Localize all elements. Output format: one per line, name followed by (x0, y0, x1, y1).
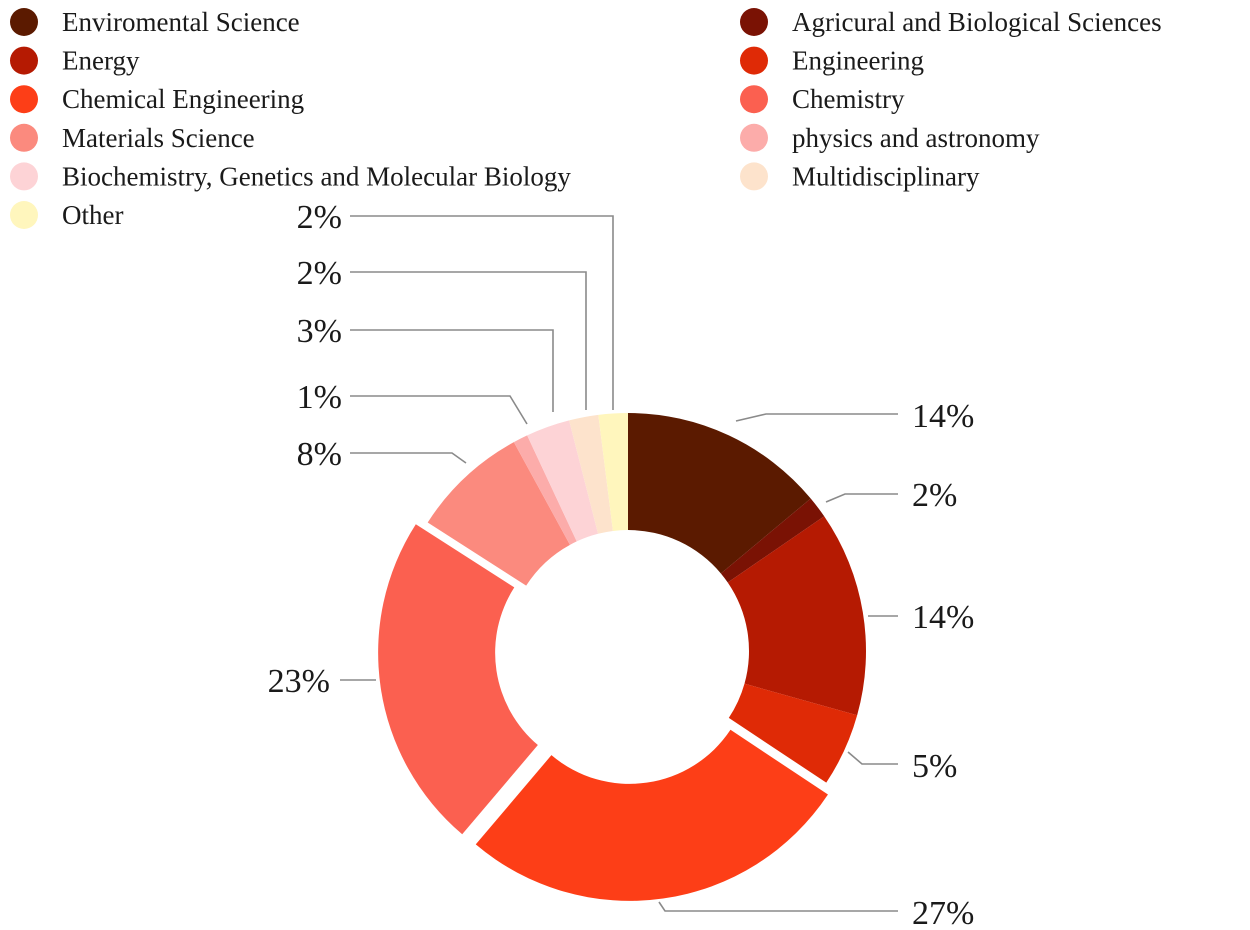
legend-swatch (10, 162, 38, 191)
slice-labels: 14% 2% 14% 5% 27% 23% 8% 1% 3% 2% 2% (268, 199, 975, 930)
leader-line (658, 901, 898, 912)
legend-swatch (10, 123, 38, 152)
pct-label-text: 2% (912, 477, 957, 514)
legend-swatch (10, 46, 38, 75)
pct-label-chemistry: 23% (268, 663, 376, 700)
slice-energy (727, 516, 866, 716)
pct-label-text: 2% (297, 199, 342, 236)
pct-label-text: 8% (297, 436, 342, 473)
pct-label-engineering: 5% (847, 748, 957, 785)
legend-swatch (740, 8, 768, 36)
legend-item-materials-science: Materials Science (10, 123, 255, 153)
legend-swatch (10, 8, 38, 36)
legend-label: Biochemistry, Genetics and Molecular Bio… (62, 161, 571, 191)
slice-engineering (728, 683, 858, 783)
legend-item-chemical-engineering: Chemical Engineering (10, 84, 304, 114)
pct-label-multidisciplinary: 2% (297, 255, 587, 410)
leader-line (350, 329, 554, 412)
slice-agricural-and-biological-sciences (720, 498, 825, 583)
pct-label-text: 3% (297, 313, 342, 350)
legend-item-multidisciplinary: Multidisciplinary (740, 161, 980, 191)
pct-label-text: 1% (297, 379, 342, 416)
pct-label-physics-and-astronomy: 1% (297, 379, 528, 425)
pct-label-text: 2% (297, 255, 342, 292)
pct-label-text: 5% (912, 748, 957, 785)
slice-chemistry (378, 524, 538, 835)
legend-item-chemistry: Chemistry (740, 84, 905, 114)
legend-swatch (10, 201, 38, 229)
legend: Enviromental Science Agricural and Biolog… (10, 7, 1162, 230)
legend-item-biochemistry-genetics-and-molecular-biology: Biochemistry, Genetics and Molecular Bio… (10, 161, 571, 191)
donut-slices (378, 413, 866, 901)
legend-item-energy: Energy (10, 46, 140, 76)
pct-label-enviromental-science: 14% (735, 398, 974, 435)
leader-line (825, 493, 898, 503)
legend-label: Multidisciplinary (792, 161, 980, 191)
pct-label-energy: 14% (868, 599, 974, 636)
pct-label-text: 27% (912, 895, 974, 930)
slice-physics-and-astronomy (513, 435, 577, 545)
legend-swatch (10, 85, 38, 114)
leader-line (350, 271, 587, 410)
legend-swatch (740, 46, 768, 75)
leader-line (350, 215, 614, 410)
pct-label-other: 2% (297, 199, 614, 410)
pct-label-chemical-engineering: 27% (658, 895, 974, 930)
leader-line (350, 395, 528, 425)
pct-label-text: 14% (912, 599, 974, 636)
legend-label: Materials Science (62, 123, 255, 153)
legend-label: Chemistry (792, 84, 905, 114)
slice-biochemistry-genetics-and-molecular-biology (527, 420, 599, 542)
leader-line (847, 751, 898, 765)
legend-swatch (740, 85, 768, 114)
pct-label-biochemistry-genetics-and-molecular-biology: 3% (297, 313, 554, 412)
pct-label-agricural-and-biological-sciences: 2% (825, 477, 957, 514)
legend-label: Energy (62, 46, 140, 76)
legend-item-other: Other (10, 200, 123, 230)
legend-swatch (740, 162, 768, 191)
legend-item-physics-and-astronomy: physics and astronomy (740, 123, 1040, 153)
legend-label: Enviromental Science (62, 7, 300, 37)
pct-label-materials-science: 8% (297, 436, 467, 473)
slice-chemical-engineering (475, 729, 828, 901)
legend-label: Agricural and Biological Sciences (792, 7, 1162, 37)
pct-label-text: 23% (268, 663, 330, 700)
leader-line (735, 413, 898, 422)
legend-label: Other (62, 200, 123, 230)
legend-item-engineering: Engineering (740, 46, 924, 76)
slice-other (598, 413, 628, 531)
pct-label-text: 14% (912, 398, 974, 435)
slice-materials-science (427, 442, 570, 586)
legend-swatch (740, 123, 768, 152)
legend-label: physics and astronomy (792, 123, 1040, 153)
leader-line (350, 452, 467, 464)
slice-multidisciplinary (569, 414, 613, 534)
legend-label: Engineering (792, 46, 924, 76)
legend-label: Chemical Engineering (62, 84, 304, 114)
legend-item-agricural-and-biological-sciences: Agricural and Biological Sciences (740, 7, 1162, 37)
slice-enviromental-science (628, 413, 811, 574)
legend-item-enviromental-science: Enviromental Science (10, 7, 300, 37)
